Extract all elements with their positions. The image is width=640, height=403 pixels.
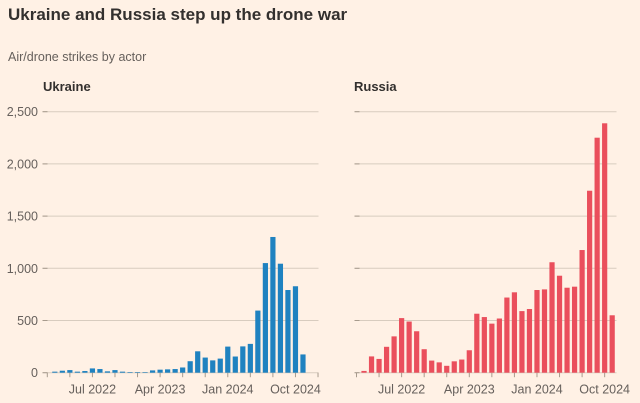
- bar-russia-jun-2024: [571, 286, 578, 373]
- bar-ukraine-may-2023: [165, 369, 171, 373]
- bar-russia-apr-2024: [556, 275, 563, 373]
- bar-ukraine-mar-2024: [240, 346, 246, 373]
- bar-ukraine-dec-2022: [127, 372, 133, 373]
- bar-ukraine-apr-2023: [157, 369, 163, 373]
- y-axis-label: 1,000: [7, 262, 38, 276]
- bar-russia-jun-2023: [481, 317, 487, 373]
- bar-russia-mar-2023: [459, 359, 465, 373]
- bar-ukraine-mar-2022: [59, 370, 65, 373]
- bar-ukraine-jan-2023: [134, 372, 141, 373]
- panel-title-russia: Russia: [354, 79, 397, 94]
- bar-ukraine-sep-2022: [104, 371, 111, 373]
- bar-russia-jan-2024: [534, 290, 540, 373]
- bar-ukraine-mar-2023: [149, 370, 156, 373]
- bar-russia-may-2024: [564, 287, 570, 373]
- bar-ukraine-oct-2022: [112, 370, 118, 373]
- bar-ukraine-oct-2023: [202, 357, 208, 373]
- bar-ukraine-jun-2023: [172, 369, 178, 373]
- bar-russia-apr-2022: [376, 358, 382, 373]
- bar-ukraine-may-2024: [255, 310, 261, 373]
- bar-russia-nov-2024: [609, 315, 615, 373]
- chart-title: Ukraine and Russia step up the drone war: [8, 5, 348, 24]
- chart-subtitle: Air/drone strikes by actor: [8, 50, 147, 64]
- bar-russia-nov-2023: [519, 311, 525, 373]
- bar-russia-dec-2023: [526, 309, 533, 373]
- panel-russia: Jul 2022 Apr 2023 Jan 2024 Oct 2024: [354, 111, 630, 397]
- bar-ukraine-aug-2022: [97, 369, 103, 373]
- bar-ukraine-aug-2023: [187, 361, 193, 373]
- bar-ukraine-jul-2023: [180, 367, 186, 373]
- bar-ukraine-nov-2022: [119, 371, 126, 373]
- bar-russia-feb-2024: [541, 289, 548, 373]
- bar-ukraine-jan-2024: [225, 346, 231, 373]
- x-axis-label: Oct 2024: [270, 383, 321, 397]
- panel-ukraine: 0 500 1,000 1,500 2,000 2,500 Jul 2022 Apr 2023…: [7, 105, 321, 396]
- bar-russia-jul-2022: [399, 318, 405, 373]
- panel-title-ukraine: Ukraine: [43, 79, 91, 94]
- bar-ukraine-nov-2024: [300, 354, 306, 373]
- x-axis-label: Apr 2023: [135, 383, 186, 397]
- bar-ukraine-may-2022: [74, 371, 80, 373]
- bar-ukraine-dec-2023: [217, 358, 223, 373]
- bar-russia-feb-2022: [361, 370, 367, 373]
- bar-ukraine-apr-2024: [247, 343, 253, 373]
- y-axis-label: 2,000: [7, 157, 38, 171]
- bar-russia-apr-2023: [466, 350, 472, 373]
- bar-ukraine-sep-2023: [195, 351, 201, 373]
- x-axis-label: Jan 2024: [511, 383, 562, 397]
- bar-russia-aug-2024: [587, 190, 593, 373]
- bar-ukraine-jun-2024: [262, 263, 268, 373]
- bar-russia-jan-2023: [444, 365, 450, 373]
- bar-ukraine-feb-2024: [232, 356, 238, 373]
- bar-ukraine-feb-2022: [52, 371, 58, 373]
- y-axis-label: 0: [31, 366, 38, 380]
- bar-ukraine-sep-2024: [285, 290, 291, 373]
- bar-russia-aug-2023: [496, 318, 502, 373]
- bar-russia-dec-2022: [436, 362, 442, 373]
- bar-russia-feb-2023: [451, 361, 457, 373]
- y-axis-label: 2,500: [7, 105, 38, 119]
- x-axis-label: Jul 2022: [69, 383, 116, 397]
- bar-russia-jul-2024: [579, 250, 585, 373]
- x-axis-label: Jan 2024: [202, 383, 253, 397]
- bar-russia-sep-2023: [504, 297, 510, 373]
- bar-russia-aug-2022: [406, 321, 412, 373]
- bar-russia-sep-2024: [594, 137, 600, 373]
- bar-russia-oct-2024: [602, 123, 608, 373]
- bar-russia-sep-2022: [414, 331, 420, 373]
- x-axis-label: Jul 2022: [378, 383, 425, 397]
- bar-ukraine-feb-2023: [142, 372, 148, 373]
- bar-ukraine-apr-2022: [67, 370, 73, 373]
- bar-ukraine-jun-2022: [82, 371, 88, 373]
- bar-ukraine-oct-2024: [292, 286, 299, 373]
- bar-russia-oct-2023: [511, 292, 518, 373]
- bar-russia-oct-2022: [421, 349, 427, 373]
- bar-russia-may-2023: [474, 313, 480, 373]
- bar-ukraine-jul-2022: [89, 368, 96, 373]
- bar-ukraine-nov-2023: [210, 360, 216, 373]
- bar-russia-nov-2022: [429, 360, 435, 373]
- bar-russia-may-2022: [383, 346, 390, 373]
- y-axis-label: 1,500: [7, 210, 38, 224]
- bar-ukraine-jul-2024: [270, 236, 276, 373]
- bar-russia-jul-2023: [489, 323, 495, 373]
- x-axis-label: Oct 2024: [579, 383, 630, 397]
- bar-russia-jun-2022: [391, 336, 397, 373]
- y-axis-label: 500: [17, 314, 38, 328]
- bar-russia-mar-2024: [549, 262, 555, 373]
- bar-russia-mar-2022: [368, 356, 375, 373]
- bar-ukraine-aug-2024: [277, 263, 284, 373]
- x-axis-label: Apr 2023: [444, 383, 495, 397]
